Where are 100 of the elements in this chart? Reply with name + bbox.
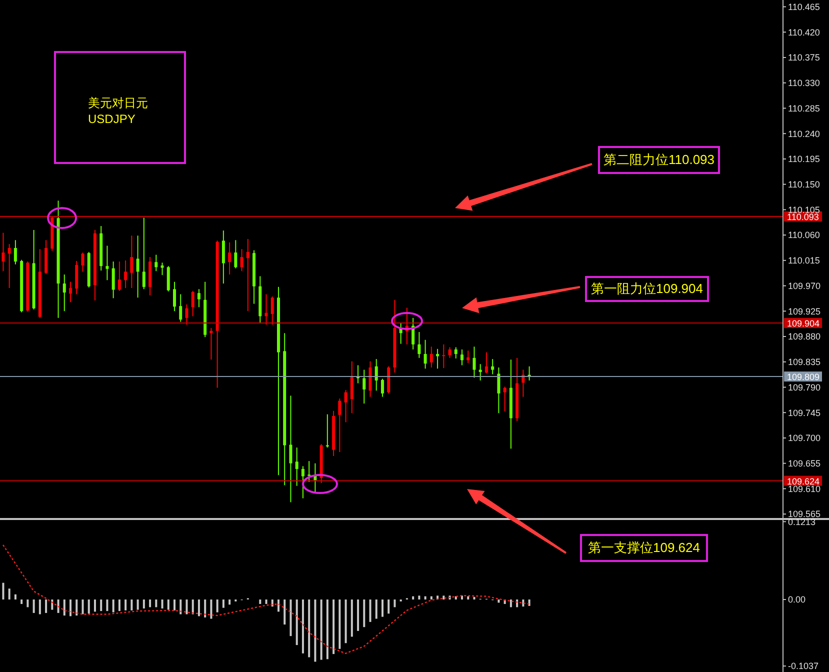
bar [130,599,133,610]
ref-line-label: 109.624 [787,476,820,486]
candlestick [166,266,170,292]
candlestick [460,348,464,366]
bar [332,599,335,654]
y-tick-label: 109.835 [788,357,821,368]
candlestick [454,346,458,359]
candlestick [338,398,342,453]
bar [100,599,102,612]
bar [320,599,322,660]
candlestick [69,281,72,303]
candlestick [124,260,128,289]
annotation: 第二阻力位110.093 [598,146,720,174]
bar [210,599,212,619]
bar [259,599,262,604]
candlestick [424,339,427,370]
bar [88,599,90,614]
candlestick [362,369,366,404]
candlestick [197,288,200,308]
candlestick [430,346,433,368]
bar [424,596,426,600]
ref-line-label: 109.809 [787,372,820,382]
candlestick [368,360,372,398]
line-series [2,544,530,654]
y-tick-label: 110.240 [788,128,820,139]
bar [381,599,384,617]
annotation: 第一阻力位109.904 [585,276,709,302]
y-tick-label: 110.285 [788,103,820,114]
bar [375,599,378,619]
bar [528,599,530,606]
bar [271,599,274,607]
bar [510,599,512,608]
bar [357,599,360,631]
bar [76,599,78,616]
bar [180,599,182,614]
y-tick-label: 0.00 [788,594,806,605]
candlestick [228,242,232,275]
candlestick [112,261,115,299]
y-tick-label: 110.015 [788,256,820,266]
bar [498,599,500,603]
y-tick-label: 110.465 [788,2,820,12]
y-tick-label: 0.1213 [788,516,816,527]
bar [38,599,41,614]
bar [350,599,353,637]
candlestick [418,331,421,358]
candlestick [246,238,250,312]
bar [26,599,29,608]
bar [265,599,268,604]
bar [363,599,366,628]
bar [167,599,170,610]
candlestick [185,304,188,326]
bar [118,599,120,612]
candlestick [472,346,476,378]
candlestick [344,390,348,423]
candlestick [172,281,176,312]
bar [388,599,390,614]
bar [314,599,316,662]
candlestick [179,294,182,322]
candlestick [118,261,121,292]
y-tick-label: -0.1037 [788,661,819,672]
bar [14,594,16,600]
bar [45,599,48,613]
y-tick-label: 109.880 [788,332,821,342]
y-tick-label: 109.745 [788,408,821,418]
bar [418,596,420,600]
bar [57,599,60,613]
candlestick [75,260,78,295]
bar [8,588,10,600]
bar [20,599,23,604]
candlestick [350,360,354,414]
bar [106,599,108,612]
candlestick [380,378,384,398]
text: 美元对日元 [88,95,148,111]
bar [161,599,164,608]
bar [412,596,414,600]
y-tick-label: 109.610 [788,484,821,494]
candlestick [374,358,378,392]
bar [473,596,476,600]
bar [142,599,145,608]
bar [326,599,328,660]
candlestick [448,346,452,358]
candlestick [442,344,446,369]
bar [290,599,292,636]
bar [112,599,114,612]
candlestick [8,244,11,289]
y-tick-label: 110.150 [788,180,820,190]
bar [94,599,96,612]
ref-line-label: 109.904 [787,318,820,328]
y-tick-label: 110.330 [788,78,820,88]
y-tick-label: 109.925 [788,306,821,316]
candlestick [491,358,494,375]
candlestick [81,252,84,272]
bar [204,599,206,618]
bar [442,596,445,600]
bar [296,599,298,646]
candlestick [295,447,298,486]
y-tick-label: 109.970 [788,280,821,291]
candlestick [14,240,17,265]
bar [344,599,347,644]
y-tick-label: 109.565 [788,509,821,520]
